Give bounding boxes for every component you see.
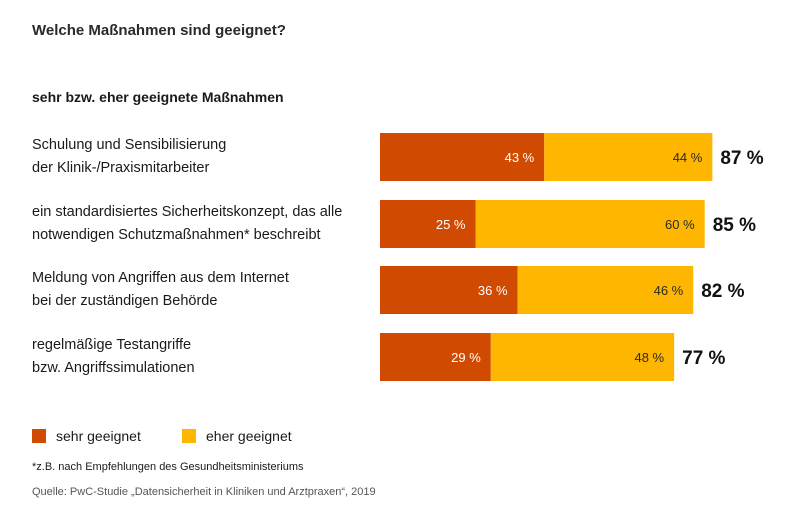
bar-total-label: 87 %	[720, 148, 763, 169]
bar-segment-sehr-0	[380, 133, 545, 181]
bar-value-label: 60 %	[665, 217, 695, 232]
bar-value-label: 36 %	[478, 283, 508, 298]
bar-segment-sehr-1	[380, 200, 476, 248]
bar-value-label: 29 %	[451, 350, 481, 365]
legend-item-eher-geeignet: eher geeignet	[182, 428, 292, 444]
legend-label: eher geeignet	[206, 428, 292, 444]
legend-swatch	[32, 429, 46, 443]
category-label-line: bzw. Angriffssimulationen	[32, 360, 195, 376]
bar-segment-sehr-2	[380, 266, 518, 314]
category-label-1: ein standardisiertes Sicherheitskonzept,…	[32, 201, 372, 247]
category-label-line: ein standardisiertes Sicherheitskonzept,…	[32, 204, 343, 220]
bar-segment-eher-1	[475, 200, 705, 248]
bar-value-label: 43 %	[505, 150, 535, 165]
category-label-line: bei der zuständigen Behörde	[32, 293, 218, 309]
category-label-line: regelmäßige Testangriffe	[32, 337, 192, 353]
category-label-2: Meldung von Angriffen aus dem Internet b…	[32, 267, 372, 313]
chart-title: Welche Maßnahmen sind geeignet?	[32, 22, 286, 39]
bar-segment-sehr-3	[380, 333, 491, 381]
bar-total-label: 85 %	[713, 215, 756, 236]
bar-value-label: 25 %	[436, 217, 466, 232]
legend-item-sehr-geeignet: sehr geeignet	[32, 428, 141, 444]
bar-value-label: 46 %	[654, 283, 684, 298]
legend-label: sehr geeignet	[56, 428, 141, 444]
footnote: *z.B. nach Empfehlungen des Gesundheitsm…	[32, 461, 304, 473]
category-label-line: der Klinik-/Praxismitarbeiter	[32, 160, 210, 176]
bar-segment-eher-2	[517, 266, 694, 314]
bar-value-label: 44 %	[673, 150, 703, 165]
bar-segment-eher-3	[490, 333, 675, 381]
category-label-line: Meldung von Angriffen aus dem Internet	[32, 270, 289, 286]
bar-segment-eher-0	[544, 133, 713, 181]
category-label-0: Schulung und Sensibilisierung der Klinik…	[32, 134, 372, 180]
category-label-line: notwendigen Schutzmaßnahmen* beschreibt	[32, 227, 321, 243]
bar-total-label: 82 %	[701, 281, 744, 302]
category-label-3: regelmäßige Testangriffe bzw. Angriffssi…	[32, 334, 372, 380]
bar-total-label: 77 %	[682, 348, 725, 369]
bar-value-label: 48 %	[634, 350, 664, 365]
category-label-line: Schulung und Sensibilisierung	[32, 137, 227, 153]
legend-swatch	[182, 429, 196, 443]
chart-subtitle: sehr bzw. eher geeignete Maßnahmen	[32, 89, 284, 105]
source-note: Quelle: PwC-Studie „Datensicherheit in K…	[32, 486, 376, 498]
